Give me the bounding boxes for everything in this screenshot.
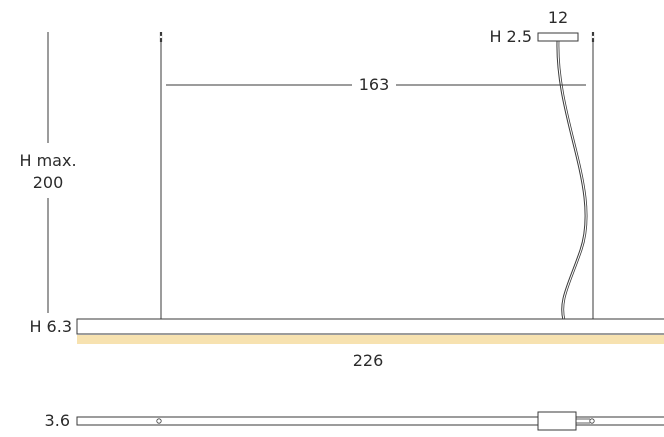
lamp-body [76,318,664,335]
span-label: 163 [358,75,390,94]
height-max-label-line1: H max. [19,151,77,170]
light-glow [77,335,664,344]
body-height-label: H 6.3 [29,317,72,336]
bottom-view-driver-box [537,411,577,431]
canopy-height-label: H 2.5 [489,27,532,46]
bottom-right-fixing-point [589,418,595,424]
power-cable [556,40,586,321]
left-wire-anchor [159,32,163,42]
right-wire-anchor [591,32,595,42]
bottom-left-fixing-point [156,418,162,424]
bottom-height-label: 3.6 [44,411,70,430]
bottom-view-bar [76,416,664,426]
ceiling-canopy [537,32,579,42]
height-max-label-line2: 200 [32,173,64,192]
power-cable-second-strand [558,40,588,321]
total-length-label: 226 [352,351,384,370]
canopy-width-label: 12 [547,8,569,27]
